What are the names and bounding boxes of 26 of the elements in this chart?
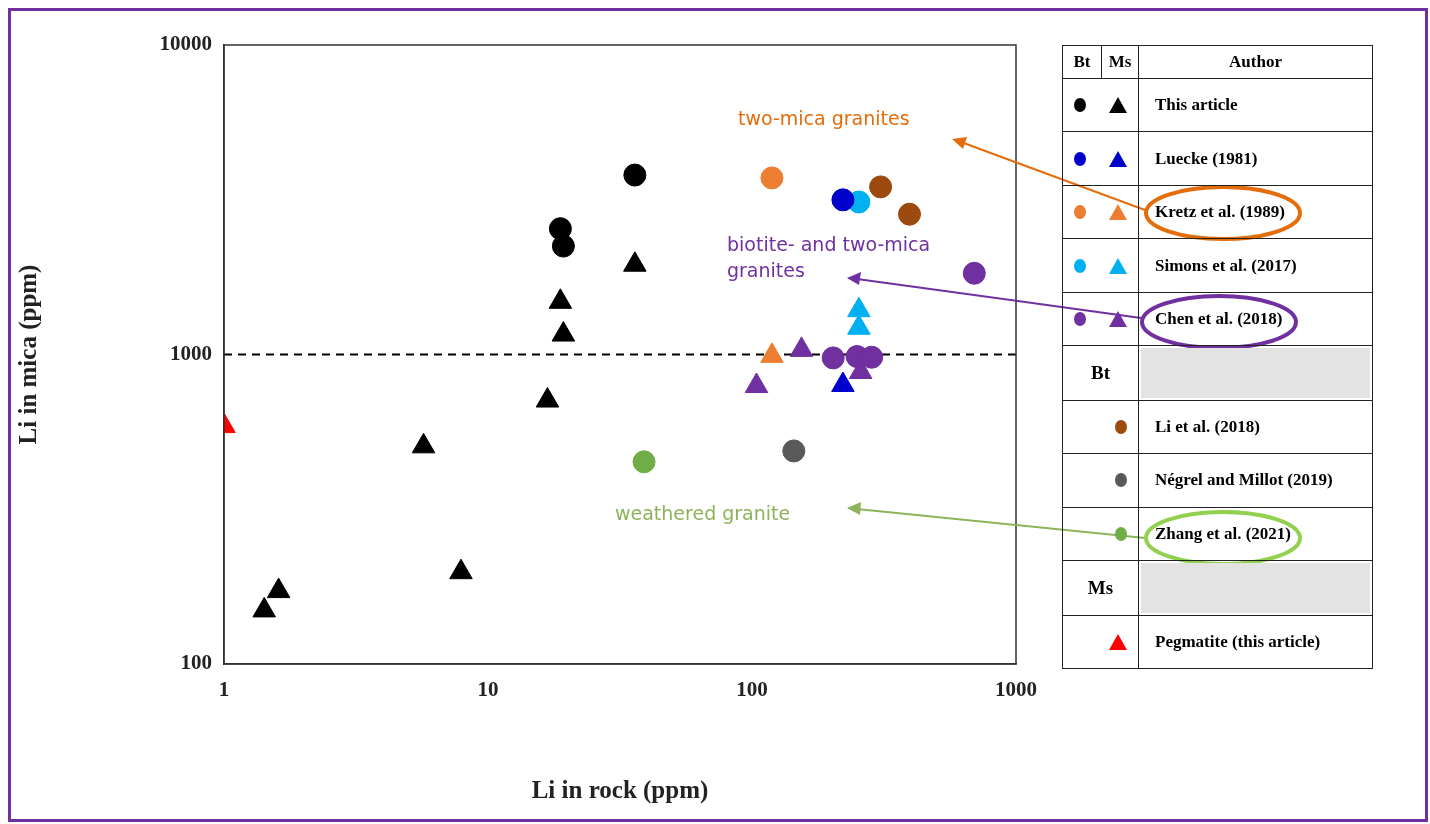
y-tick-label: 100 xyxy=(180,650,212,675)
x-tick-label: 1 xyxy=(218,677,230,702)
x-tick-label: 100 xyxy=(736,677,768,702)
x-tick-label: 1000 xyxy=(995,677,1037,702)
text: Bt xyxy=(1062,45,1102,79)
legend-label: Li et al. (2018) xyxy=(1138,400,1373,454)
legend-label: Chen et al. (2018) xyxy=(1138,292,1373,346)
legend-title: Author xyxy=(1138,45,1373,79)
annotation: biotite- and two-mica granites xyxy=(727,232,932,283)
text: Ms xyxy=(1062,560,1139,616)
legend-label: This article xyxy=(1138,78,1373,132)
y-tick-label: 10000 xyxy=(159,31,212,56)
text: Bt xyxy=(1091,361,1110,383)
y-axis-title: Li in mica (ppm) xyxy=(14,264,43,445)
legend-label: Négrel and Millot (2019) xyxy=(1138,453,1373,508)
legend-label: Luecke (1981) xyxy=(1138,131,1373,186)
y-tick-label: 1000 xyxy=(170,340,212,365)
x-tick-label: 10 xyxy=(477,677,499,702)
legend-label: Kretz et al. (1989) xyxy=(1138,185,1373,239)
legend-label: Simons et al. (2017) xyxy=(1138,238,1373,293)
annotation: two-mica granites xyxy=(738,106,910,131)
text: Ms xyxy=(1108,52,1132,71)
legend-label: Pegmatite (this article) xyxy=(1138,615,1373,669)
annotation: weathered granite xyxy=(615,501,791,526)
x-axis-title: Li in rock (ppm) xyxy=(531,776,709,805)
legend-label: Zhang et al. (2021) xyxy=(1138,507,1373,561)
